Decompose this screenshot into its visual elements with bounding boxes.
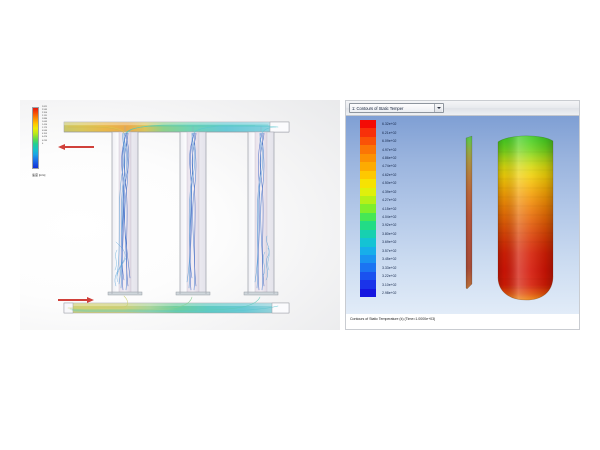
legend-entry: 4.86e+02 (360, 153, 440, 163)
legend-tick: 0.705 (42, 133, 47, 136)
legend-label: 4.74e+02 (382, 164, 397, 169)
legend-label: 6.09e+02 (382, 139, 397, 144)
legend-swatch (360, 204, 376, 213)
solidworks-flow-simulation-panel: 2.821 2.585 2.350 2.115 1.880 1.645 1.41… (20, 100, 340, 330)
legend-entry: 4.15e+02 (360, 204, 440, 213)
legend-swatch (360, 195, 376, 205)
contour-variable-dropdown-value: 1: Contours of Static Temper (352, 105, 404, 111)
wide-tube-contour (497, 135, 554, 301)
thin-tube-contour (465, 135, 473, 290)
legend-entry: 6.21e+02 (360, 128, 440, 137)
contour-variable-dropdown[interactable]: 1: Contours of Static Temper (349, 103, 444, 114)
legend-swatch (360, 221, 376, 230)
fluent-footer: Contours of Static Temperature (k) (Time… (346, 314, 579, 329)
legend-entry: 2.98e+02 (360, 288, 440, 298)
legend-tick: 1.645 (42, 121, 47, 124)
legend-swatch (360, 120, 376, 129)
velocity-colorbar (32, 107, 39, 169)
legend-label: 6.21e+02 (382, 130, 397, 135)
legend-entry: 6.09e+02 (360, 136, 440, 146)
contour-plot-caption: Contours of Static Temperature (k) (Time… (350, 317, 436, 321)
legend-label: 6.32e+02 (382, 122, 397, 127)
legend-swatch (360, 212, 376, 222)
temperature-legend: 6.32e+02 6.21e+02 6.09e+02 4.97e+02 4.86… (360, 120, 440, 298)
legend-swatch (360, 263, 376, 272)
legend-label: 4.86e+02 (382, 155, 397, 160)
legend-entry: 4.74e+02 (360, 162, 440, 171)
tube-contour-geometry[interactable] (346, 116, 579, 315)
legend-label: 3.80e+02 (382, 231, 397, 236)
legend-tick: 2.115 (42, 115, 47, 118)
legend-label: 2.98e+02 (382, 290, 397, 295)
legend-entry: 3.22e+02 (360, 271, 440, 281)
legend-entry: 3.45e+02 (360, 255, 440, 264)
legend-swatch (360, 136, 376, 146)
legend-swatch (360, 271, 376, 281)
legend-label: 3.33e+02 (382, 265, 397, 270)
legend-tick: 0.235 (42, 139, 47, 142)
legend-label: 4.62e+02 (382, 172, 397, 177)
legend-swatch (360, 238, 376, 247)
legend-entry: 4.50e+02 (360, 179, 440, 188)
legend-entry: 3.57e+02 (360, 246, 440, 255)
legend-swatch (360, 229, 376, 239)
ansys-fluent-panel: 1: Contours of Static Temper 6.32e+02 6.… (345, 100, 580, 330)
legend-swatch (360, 246, 376, 255)
legend-swatch (360, 288, 376, 298)
legend-tick: 1.880 (42, 118, 47, 121)
velocity-legend-ticks: 2.821 2.585 2.350 2.115 1.880 1.645 1.41… (42, 106, 72, 172)
legend-entry: 3.80e+02 (360, 229, 440, 239)
top-header-duct (63, 121, 290, 133)
legend-label: 3.69e+02 (382, 240, 397, 245)
legend-tick: 1.175 (42, 127, 47, 130)
legend-entry: 3.92e+02 (360, 221, 440, 230)
velocity-legend-unit: 速度 [m/s] (32, 173, 46, 177)
legend-label: 3.57e+02 (382, 248, 397, 253)
fluent-viewport[interactable]: 6.32e+02 6.21e+02 6.09e+02 4.97e+02 4.86… (346, 116, 579, 315)
legend-label: 4.15e+02 (382, 206, 397, 211)
legend-label: 4.50e+02 (382, 181, 397, 186)
legend-entry: 4.39e+02 (360, 187, 440, 196)
legend-entry: 4.04e+02 (360, 212, 440, 222)
legend-swatch (360, 170, 376, 180)
legend-tick: 2.585 (42, 109, 47, 112)
legend-label: 3.92e+02 (382, 223, 397, 228)
legend-swatch (360, 255, 376, 264)
chevron-down-icon[interactable] (434, 104, 442, 113)
legend-label: 3.22e+02 (382, 274, 397, 279)
legend-label: 3.45e+02 (382, 257, 397, 262)
legend-entry: 4.97e+02 (360, 145, 440, 154)
legend-tick: 0.470 (42, 136, 47, 139)
velocity-legend: 2.821 2.585 2.350 2.115 1.880 1.645 1.41… (32, 106, 74, 185)
legend-entry: 4.62e+02 (360, 170, 440, 180)
legend-label: 4.39e+02 (382, 189, 397, 194)
legend-entry: 6.32e+02 (360, 120, 440, 129)
legend-entry: 3.69e+02 (360, 238, 440, 247)
legend-swatch (360, 179, 376, 188)
fluent-toolbar: 1: Contours of Static Temper (346, 101, 579, 116)
legend-tick: 0 (42, 142, 44, 145)
legend-entry: 4.27e+02 (360, 195, 440, 205)
legend-swatch (360, 280, 376, 289)
legend-swatch (360, 153, 376, 163)
legend-label: 4.04e+02 (382, 215, 397, 220)
legend-tick: 2.821 (42, 106, 47, 108)
legend-swatch (360, 145, 376, 154)
flow-geometry-svg (63, 121, 290, 314)
legend-tick: 1.410 (42, 124, 47, 127)
legend-swatch (360, 128, 376, 137)
flow-streamlines (65, 124, 279, 313)
legend-label: 3.10e+02 (382, 282, 397, 287)
legend-entry: 3.10e+02 (360, 280, 440, 289)
legend-tick: 0.940 (42, 130, 47, 133)
legend-swatch (360, 162, 376, 171)
legend-label: 4.97e+02 (382, 147, 397, 152)
legend-label: 4.27e+02 (382, 198, 397, 203)
riser-connections (124, 126, 262, 132)
legend-tick: 2.350 (42, 112, 47, 115)
legend-swatch (360, 187, 376, 196)
legend-entry: 3.33e+02 (360, 263, 440, 272)
